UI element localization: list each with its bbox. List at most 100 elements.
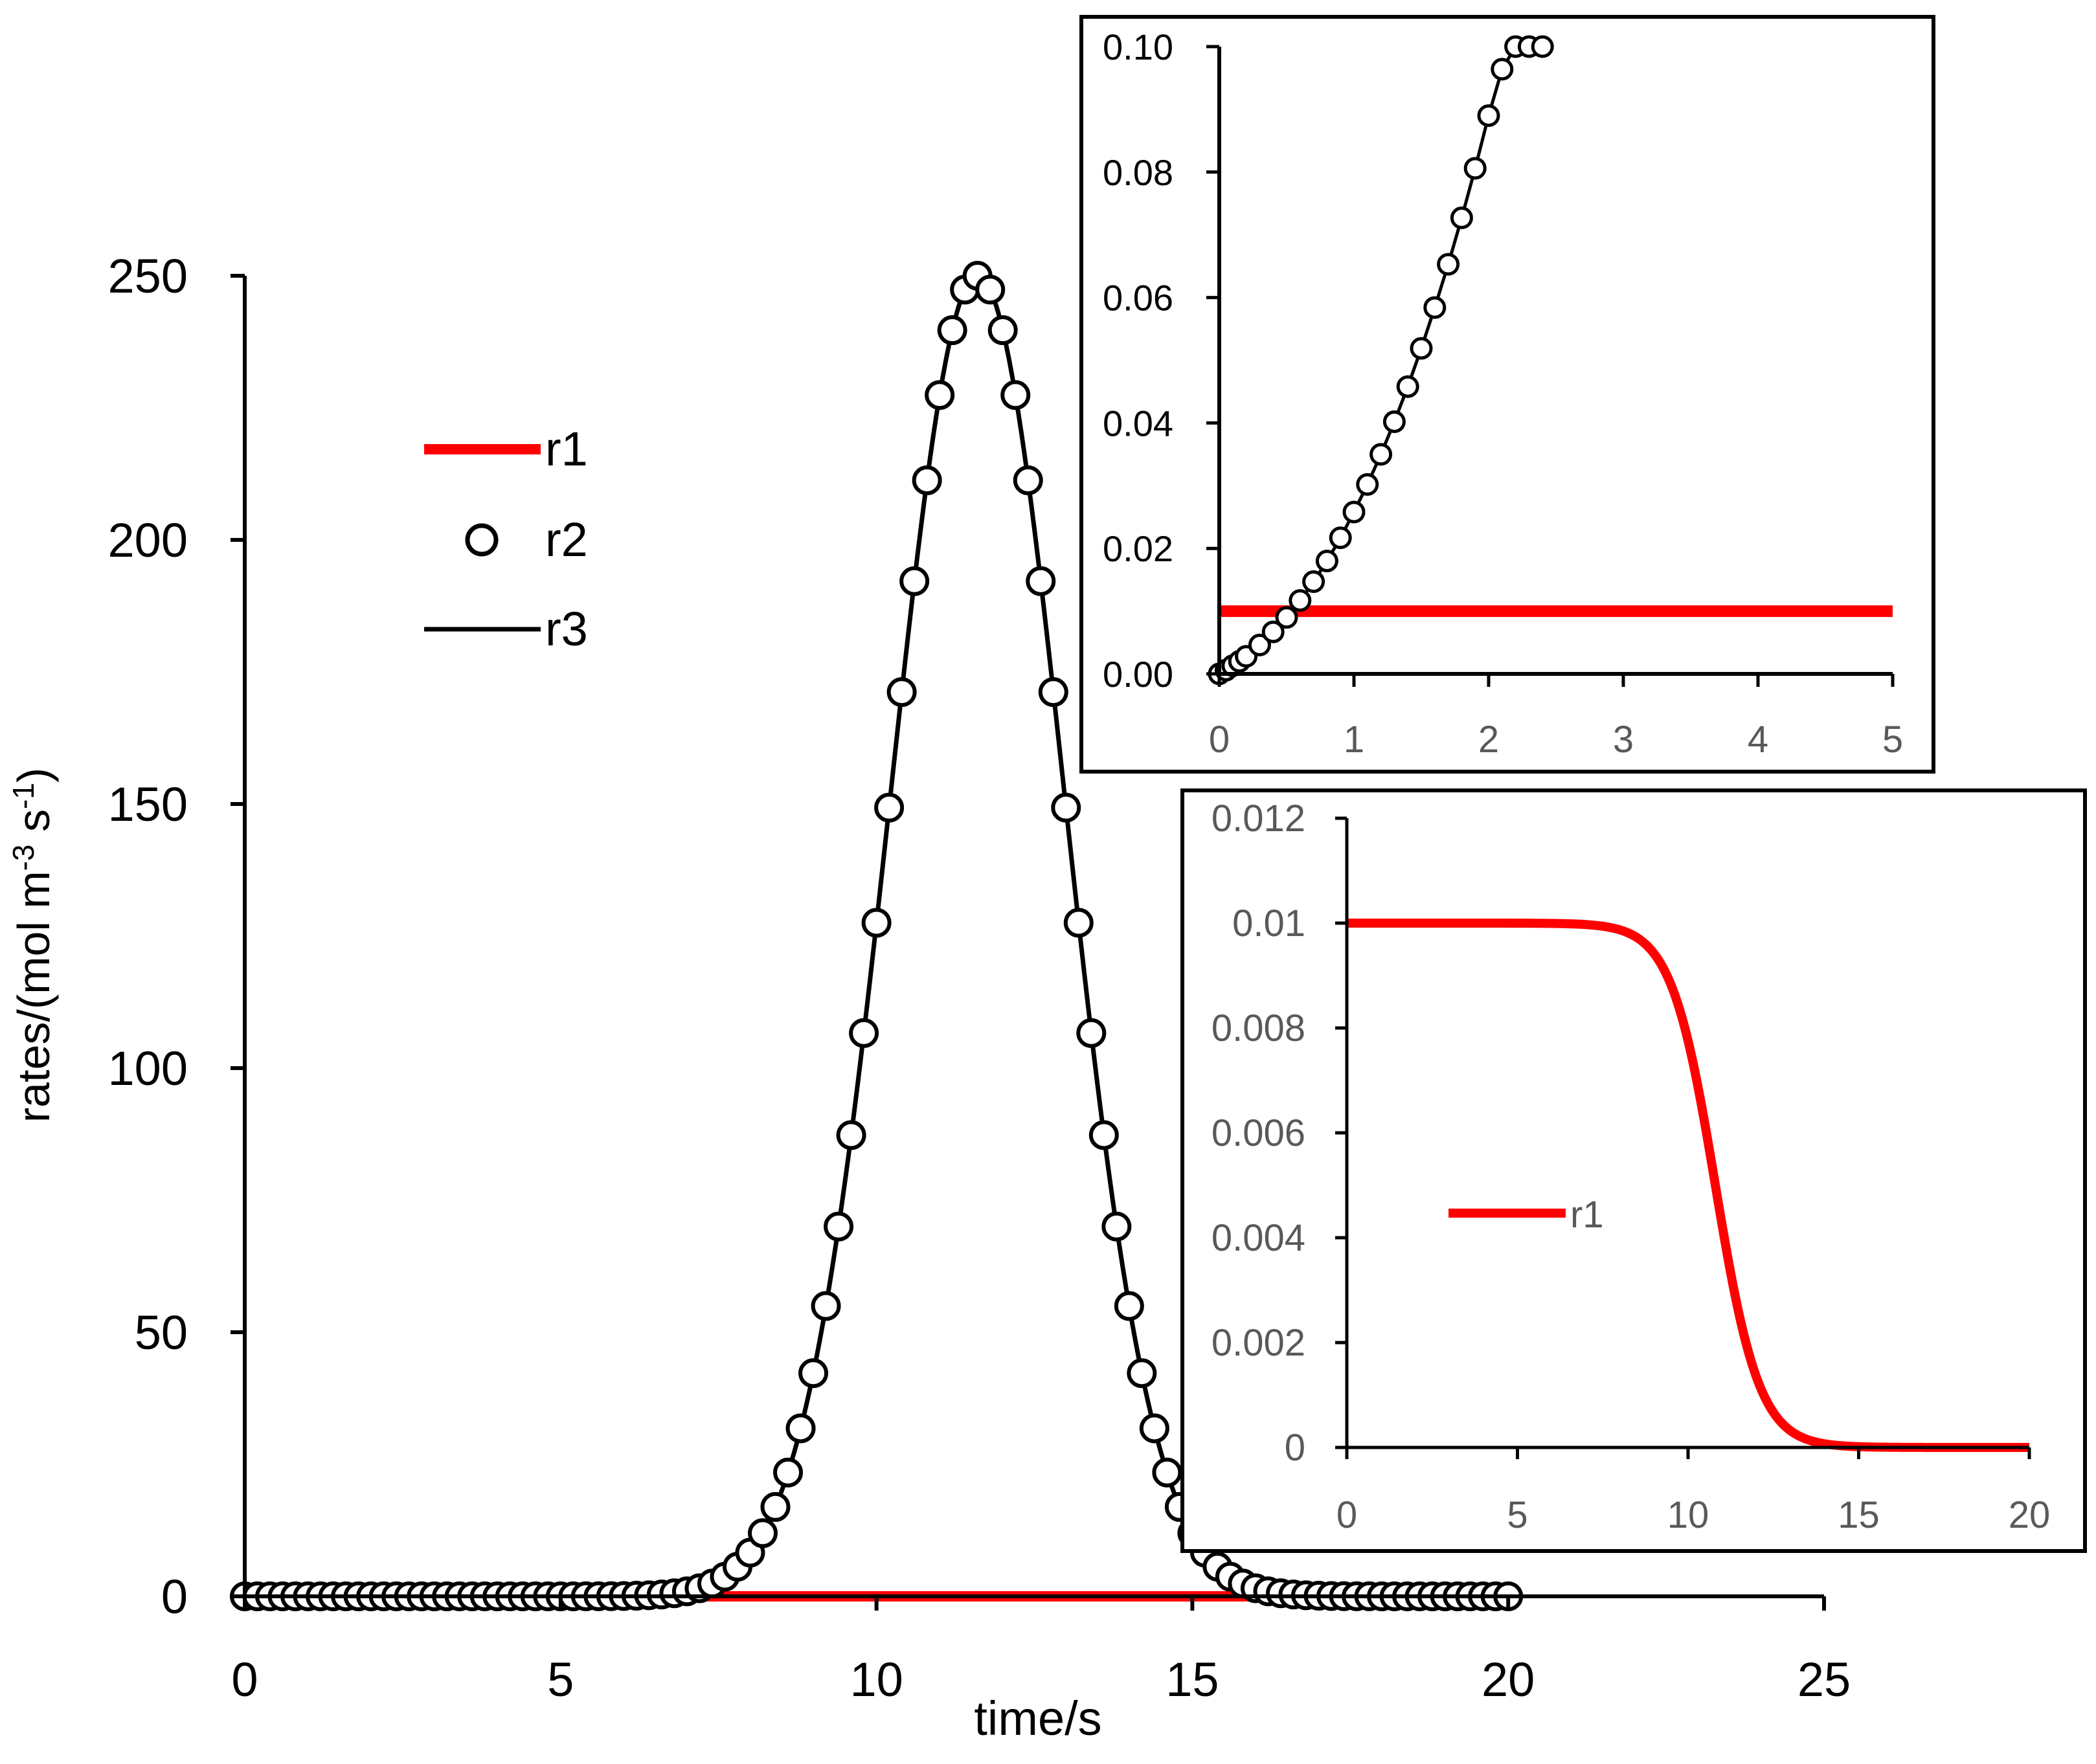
inset-bottom-y-tick-label: 0.002 <box>1211 1322 1305 1364</box>
inset-top-y-tick-labels: 0.00 0.02 0.04 0.06 0.08 0.10 <box>1103 27 1173 695</box>
inset-bottom-x-tick-label: 10 <box>1667 1494 1709 1536</box>
main-x-tick-label: 20 <box>1482 1653 1535 1706</box>
main-x-tick-label: 25 <box>1797 1653 1851 1706</box>
main-x-tick-label: 15 <box>1166 1653 1219 1706</box>
inset-top-r2-point <box>1356 473 1379 496</box>
inset-bottom-y-tick-label: 0 <box>1285 1427 1305 1469</box>
series-r2-point <box>987 315 1018 346</box>
inset-bottom-legend: r1 <box>1448 1194 1604 1236</box>
inset-top-r2-point <box>1261 620 1285 643</box>
inset-top-axes <box>1206 45 1895 687</box>
inset-bottom-x-tick-labels: 0 5 10 15 20 <box>1336 1494 2050 1536</box>
ylabel-sup-2: -1 <box>6 783 40 809</box>
inset-top-r2-point <box>1342 500 1366 524</box>
inset-bottom-x-tick-label: 5 <box>1507 1494 1527 1536</box>
series-r2-point <box>874 792 905 823</box>
series-r2-point <box>1139 1413 1169 1444</box>
series-r2-point <box>760 1491 791 1522</box>
inset-top-y-tick-label: 0.10 <box>1103 27 1173 67</box>
inset-top-r2-point <box>1477 104 1500 128</box>
legend-r1-label: r1 <box>545 422 588 476</box>
inset-top-r2-point <box>1289 589 1312 612</box>
inset-bottom-chart: 0 5 10 15 20 00.0020.0040.0060.0080.010.012 … <box>1180 788 2087 1553</box>
series-r2-point <box>1013 465 1043 496</box>
inset-top-r2-point <box>1450 207 1473 230</box>
inset-top-r2-point <box>1302 570 1325 594</box>
ylabel-sup-1: -3 <box>6 844 40 871</box>
series-r2-point <box>861 908 892 938</box>
main-x-tick-labels: 0 5 10 15 20 25 <box>231 1653 1851 1706</box>
inset-bottom-y-tick-label: 0.012 <box>1211 798 1305 840</box>
series-r2-point <box>785 1413 816 1444</box>
inset-legend-r1-label: r1 <box>1570 1194 1604 1236</box>
series-r2-point <box>1127 1358 1157 1389</box>
series-r2-point <box>1051 792 1081 823</box>
series-r2-point <box>925 380 955 410</box>
inset-bottom-y-tick-labels: 0 0.002 0.004 0.006 0.008 0.01 0.012 <box>1211 798 1305 1469</box>
series-r2-point <box>899 566 930 596</box>
series-r2-point <box>1088 1120 1119 1150</box>
inset-top-y-tick-label: 0.08 <box>1103 152 1173 193</box>
inset-bottom-x-tick-label: 20 <box>2009 1494 2051 1536</box>
main-y-tick-label: 250 <box>108 249 188 303</box>
ylabel-text: rates/(mol m <box>8 871 59 1122</box>
series-r2-point <box>1076 1018 1107 1048</box>
inset-top-x-tick-label: 2 <box>1478 719 1499 761</box>
inset-top-x-tick-label: 1 <box>1344 719 1364 761</box>
series-r2-point <box>1026 566 1056 596</box>
main-y-tick-label: 50 <box>135 1306 188 1359</box>
inset-top-y-tick-label: 0.00 <box>1103 654 1173 695</box>
inset-top-r2-point <box>1396 375 1419 398</box>
main-y-tick-labels: 0 50 100 150 200 250 <box>108 249 188 1624</box>
legend-r2-label: r2 <box>545 513 588 566</box>
inset-top-r2-point <box>1382 410 1406 433</box>
inset-bottom-y-tick-label: 0.004 <box>1211 1217 1305 1259</box>
series-r2-point <box>849 1018 879 1048</box>
series-r2-point <box>975 274 1006 305</box>
inset-bottom-frame <box>1180 788 2087 1553</box>
inset-bottom-y-tick-label: 0.01 <box>1232 902 1305 944</box>
main-legend: r1 r2 r3 <box>424 422 588 656</box>
inset-bottom-y-tick-label: 0.008 <box>1211 1007 1305 1049</box>
inset-top-y-tick-label: 0.06 <box>1103 278 1173 318</box>
series-r2-point <box>773 1457 804 1488</box>
inset-top-chart: 0 1 2 3 4 5 0.00 0.02 0.04 0.06 0.08 0.10 <box>1079 15 1935 774</box>
main-x-tick-label: 10 <box>850 1653 903 1706</box>
inset-top-frame <box>1079 15 1935 774</box>
legend-r3-label: r3 <box>545 602 588 656</box>
series-r2-point <box>912 465 942 496</box>
main-x-tick-label: 5 <box>547 1653 574 1706</box>
main-y-tick-label: 200 <box>108 513 188 567</box>
series-r2-point <box>836 1120 866 1150</box>
inset-bottom-axes <box>1335 816 2031 1459</box>
series-r2-point <box>1038 677 1068 708</box>
inset-top-r2-point <box>1275 606 1298 629</box>
main-y-tick-label: 150 <box>108 777 188 831</box>
main-y-tick-label: 0 <box>161 1570 188 1624</box>
inset-top-y-tick-label: 0.02 <box>1103 528 1173 569</box>
main-x-tick-label: 0 <box>231 1653 258 1706</box>
inset-top-r2-point <box>1531 35 1554 58</box>
series-r2-point <box>747 1518 778 1548</box>
inset-top-r2-point <box>1423 296 1447 319</box>
inset-top-x-tick-labels: 0 1 2 3 4 5 <box>1209 719 1903 761</box>
series-r2-point <box>937 315 967 346</box>
series-r2-point <box>1101 1211 1132 1242</box>
series-r2-point <box>811 1291 841 1321</box>
main-y-tick-label: 100 <box>108 1042 188 1095</box>
legend-r2-marker <box>465 523 499 557</box>
main-y-axis-title: rates/(mol m-3 s-1) <box>6 768 59 1123</box>
inset-top-y-tick-label: 0.04 <box>1103 403 1173 443</box>
inset-top-r2-point <box>1410 337 1433 360</box>
main-axes <box>231 274 1826 1611</box>
series-r2-point <box>824 1211 854 1242</box>
inset-top-r2-point <box>1329 526 1352 550</box>
inset-top-x-tick-label: 4 <box>1748 719 1768 761</box>
ylabel-mid: s <box>8 809 59 844</box>
inset-top-x-tick-label: 5 <box>1882 719 1903 761</box>
inset-top-r2-point <box>1315 550 1338 573</box>
series-r2-point <box>798 1358 829 1389</box>
inset-top-x-tick-label: 0 <box>1209 719 1230 761</box>
